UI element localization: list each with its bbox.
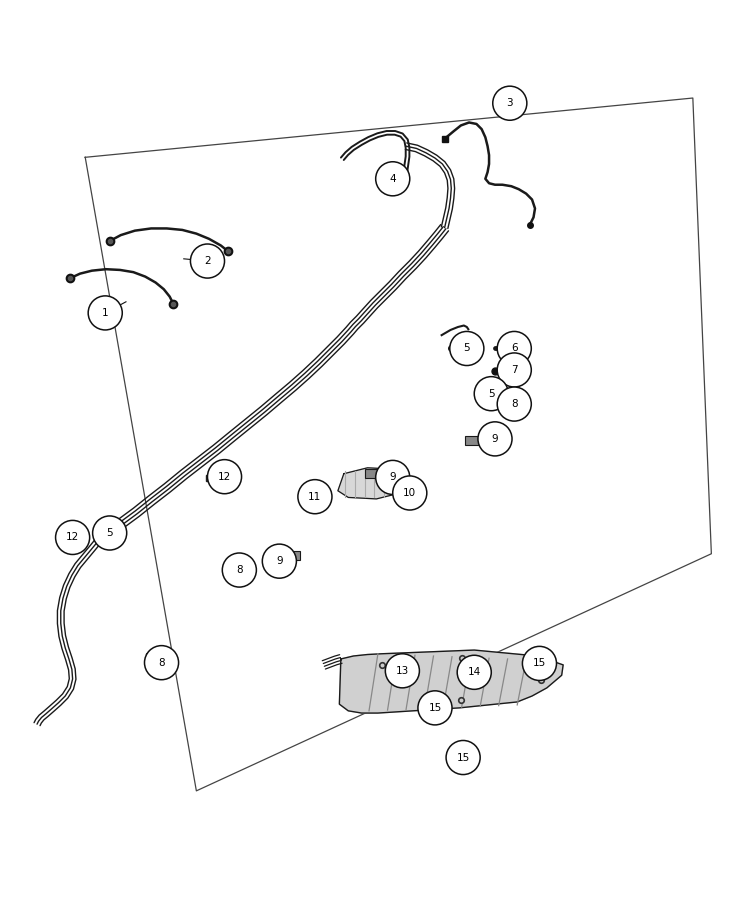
Polygon shape bbox=[339, 650, 563, 713]
Text: 5: 5 bbox=[464, 344, 470, 354]
Text: 8: 8 bbox=[511, 399, 517, 410]
Circle shape bbox=[497, 387, 531, 421]
Circle shape bbox=[376, 461, 410, 494]
Text: 9: 9 bbox=[390, 472, 396, 482]
Circle shape bbox=[262, 544, 296, 578]
Circle shape bbox=[497, 353, 531, 387]
Text: 7: 7 bbox=[511, 365, 517, 375]
Text: 1: 1 bbox=[102, 308, 108, 318]
Text: 11: 11 bbox=[308, 491, 322, 501]
Circle shape bbox=[450, 331, 484, 365]
Text: 8: 8 bbox=[159, 658, 165, 668]
Text: 5: 5 bbox=[488, 389, 494, 399]
Circle shape bbox=[474, 376, 508, 410]
Text: 4: 4 bbox=[390, 174, 396, 184]
Text: 13: 13 bbox=[396, 666, 409, 676]
FancyBboxPatch shape bbox=[278, 551, 300, 560]
Circle shape bbox=[144, 645, 179, 680]
Circle shape bbox=[376, 162, 410, 196]
Text: 9: 9 bbox=[492, 434, 498, 444]
FancyBboxPatch shape bbox=[465, 436, 488, 445]
Text: 3: 3 bbox=[507, 98, 513, 108]
Text: 8: 8 bbox=[236, 565, 242, 575]
Circle shape bbox=[393, 476, 427, 510]
Text: 12: 12 bbox=[218, 472, 231, 482]
Circle shape bbox=[478, 422, 512, 456]
Text: 15: 15 bbox=[533, 659, 546, 669]
Circle shape bbox=[446, 741, 480, 775]
FancyBboxPatch shape bbox=[308, 488, 326, 497]
Circle shape bbox=[222, 553, 256, 587]
Text: 15: 15 bbox=[456, 752, 470, 762]
Circle shape bbox=[385, 653, 419, 688]
Circle shape bbox=[457, 655, 491, 689]
Polygon shape bbox=[338, 468, 406, 499]
Circle shape bbox=[93, 516, 127, 550]
Circle shape bbox=[522, 646, 556, 680]
FancyBboxPatch shape bbox=[365, 469, 387, 478]
Circle shape bbox=[88, 296, 122, 330]
Circle shape bbox=[497, 331, 531, 365]
Circle shape bbox=[298, 480, 332, 514]
Circle shape bbox=[493, 86, 527, 121]
Text: 12: 12 bbox=[66, 533, 79, 543]
Circle shape bbox=[190, 244, 225, 278]
Text: 15: 15 bbox=[428, 703, 442, 713]
Text: 2: 2 bbox=[205, 256, 210, 266]
Circle shape bbox=[56, 520, 90, 554]
Circle shape bbox=[207, 460, 242, 494]
Text: 5: 5 bbox=[107, 528, 113, 538]
Text: 6: 6 bbox=[511, 344, 517, 354]
Circle shape bbox=[418, 691, 452, 725]
Text: 10: 10 bbox=[403, 488, 416, 498]
Text: 14: 14 bbox=[468, 667, 481, 678]
Text: 9: 9 bbox=[276, 556, 282, 566]
